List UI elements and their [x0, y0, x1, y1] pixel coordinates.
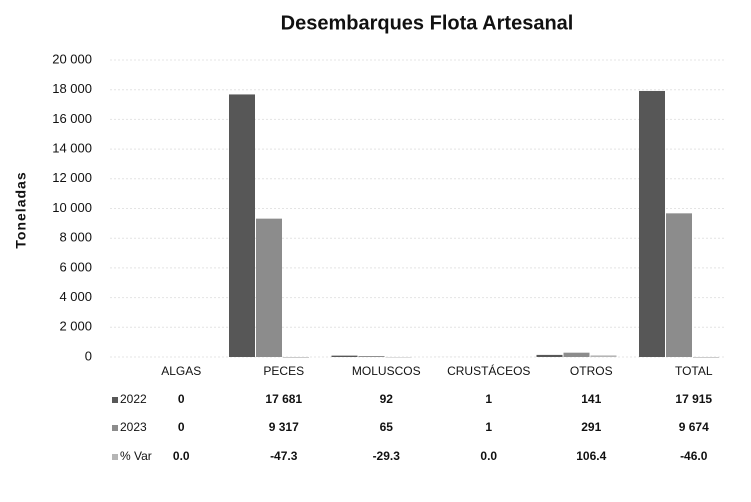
bar [331, 355, 358, 357]
table-value: 0.0 [173, 449, 190, 463]
y-tick-label: 4 000 [59, 289, 92, 304]
table-value: 0 [178, 420, 185, 434]
bar [283, 357, 309, 358]
bar [639, 90, 665, 357]
legend-label: 2023 [120, 420, 147, 434]
y-tick-label: 18 000 [52, 81, 92, 96]
x-tick-label: MOLUSCOS [352, 364, 421, 378]
table-value: 65 [380, 420, 394, 434]
x-tick-label: ALGAS [161, 364, 201, 378]
legend-swatch [112, 454, 118, 460]
chart-title: Desembarques Flota Artesanal [281, 12, 574, 34]
table-value: -47.3 [270, 449, 298, 463]
y-tick-label: 12 000 [52, 170, 92, 185]
y-tick-label: 6 000 [59, 259, 92, 274]
bar [536, 354, 563, 357]
bar [256, 218, 282, 357]
legend-swatch [112, 397, 118, 403]
table-value: -29.3 [373, 449, 401, 463]
x-tick-label: PECES [263, 364, 304, 378]
bar [666, 213, 692, 357]
y-tick-label: 20 000 [52, 51, 92, 66]
y-tick-label: 2 000 [59, 319, 92, 334]
table-value: 0 [178, 392, 185, 406]
y-tick-label: 0 [85, 348, 92, 363]
table-value: 0.0 [480, 449, 497, 463]
table-value: -46.0 [680, 449, 708, 463]
y-tick-label: 8 000 [59, 230, 92, 245]
y-tick-label: 14 000 [52, 141, 92, 156]
y-tick-label: 10 000 [52, 200, 92, 215]
bar [563, 352, 590, 357]
table-value: 291 [581, 420, 601, 434]
table-value: 9 674 [679, 420, 709, 434]
x-tick-label: CRUSTÁCEOS [447, 363, 530, 378]
legend-swatch [112, 425, 118, 431]
table-value: 106.4 [576, 449, 606, 463]
bar [358, 356, 385, 357]
table-value: 9 317 [269, 420, 299, 434]
y-tick-label: 16 000 [52, 111, 92, 126]
table-value: 141 [581, 392, 601, 406]
bar [590, 355, 617, 357]
bar [693, 357, 719, 358]
table-value: 17 915 [675, 392, 712, 406]
x-tick-label: TOTAL [675, 364, 713, 378]
legend-label: % Var [120, 449, 152, 463]
y-axis-label: Toneladas [13, 171, 29, 248]
table-value: 17 681 [265, 392, 302, 406]
table-value: 1 [485, 392, 492, 406]
bar [229, 94, 255, 358]
table-value: 92 [380, 392, 394, 406]
legend-label: 2022 [120, 392, 147, 406]
table-value: 1 [485, 420, 492, 434]
x-tick-label: OTROS [570, 364, 613, 378]
